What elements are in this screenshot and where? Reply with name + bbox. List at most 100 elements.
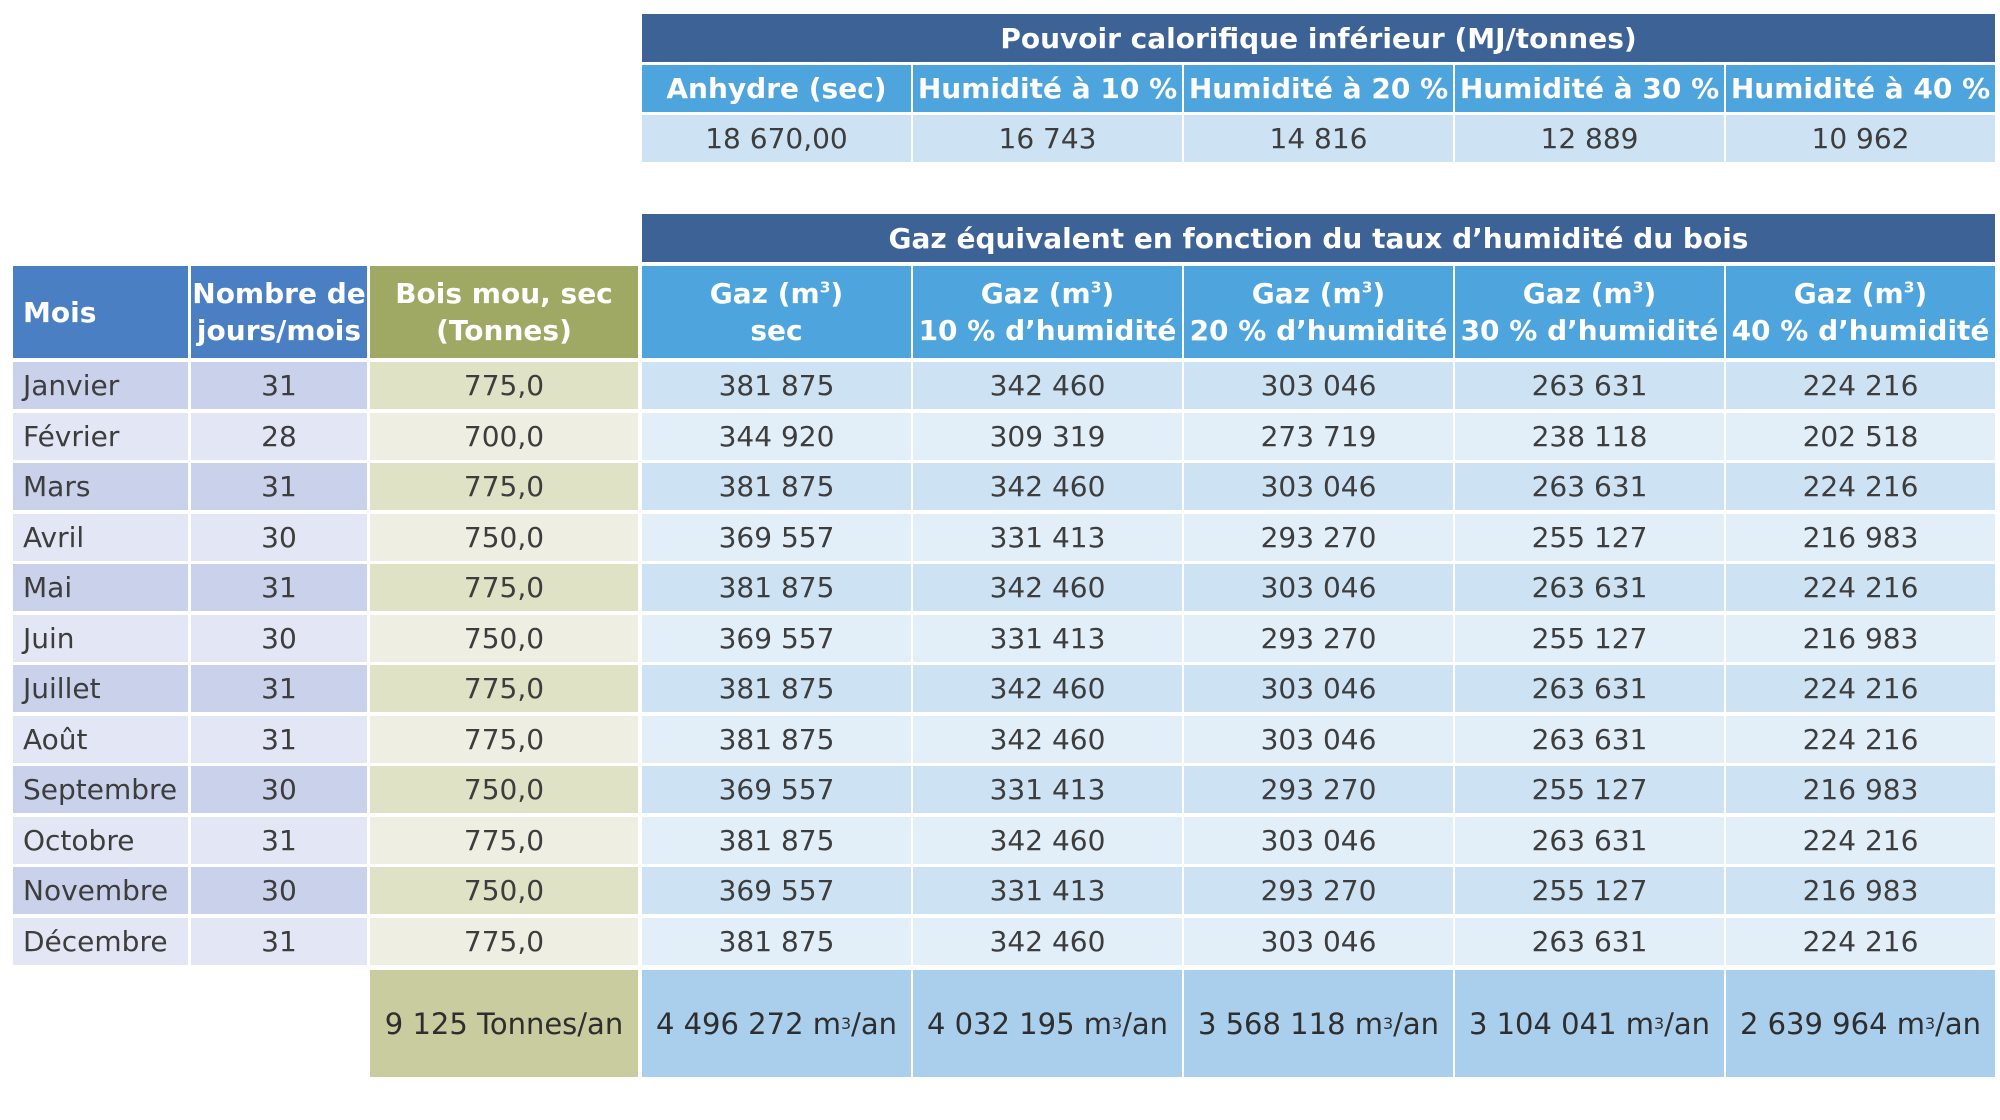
header-jours: Nombre de jours/mois [191, 266, 367, 358]
header-gaz-line2: 30 % d’humidité [1460, 314, 1719, 347]
pci-value: 16 743 [913, 115, 1182, 162]
gas-cell: 255 127 [1455, 615, 1724, 662]
gas-cell: 381 875 [642, 564, 911, 611]
month-cell: Juin [13, 615, 188, 662]
pci-column-header: Humidité à 30 % [1455, 65, 1724, 112]
gas-cell: 342 460 [913, 817, 1182, 864]
pci-value: 18 670,00 [642, 115, 911, 162]
month-cell: Septembre [13, 766, 188, 813]
total-gas-unit: /an [1393, 1006, 1440, 1041]
gas-cell: 216 983 [1726, 514, 1995, 561]
gas-cell: 263 631 [1455, 665, 1724, 712]
pci-column-header: Humidité à 40 % [1726, 65, 1995, 112]
gas-cell: 342 460 [913, 716, 1182, 763]
gas-cell: 303 046 [1184, 362, 1453, 409]
wood-cell: 700,0 [370, 413, 638, 460]
header-gaz: Gaz (m3) 30 % d’humidité [1455, 266, 1724, 358]
pci-column-header: Anhydre (sec) [642, 65, 911, 112]
header-gaz: Gaz (m3) sec [642, 266, 911, 358]
gas-cell: 263 631 [1455, 463, 1724, 510]
gas-cell: 224 216 [1726, 463, 1995, 510]
header-gaz-unit: Gaz (m [1522, 277, 1633, 310]
header-gaz-sup: 3 [1090, 278, 1102, 297]
gas-cell: 202 518 [1726, 413, 1995, 460]
days-cell: 31 [191, 362, 367, 409]
pci-value: 14 816 [1184, 115, 1453, 162]
days-cell: 31 [191, 817, 367, 864]
header-gaz-line2: 10 % d’humidité [918, 314, 1177, 347]
gas-cell: 381 875 [642, 918, 911, 965]
gas-cell: 293 270 [1184, 615, 1453, 662]
header-gaz-line1: Gaz (m3) [710, 275, 843, 312]
total-gas-value: 4 496 272 m [655, 1006, 841, 1041]
header-gaz-line1: Gaz (m3) [1732, 275, 1990, 312]
header-gaz-line1: Gaz (m3) [919, 275, 1177, 312]
gas-cell: 369 557 [642, 766, 911, 813]
header-mois: Mois [13, 266, 188, 358]
month-cell: Janvier [13, 362, 188, 409]
gas-cell: 303 046 [1184, 564, 1453, 611]
wood-cell: 775,0 [370, 564, 638, 611]
month-cell: Avril [13, 514, 188, 561]
gas-cell: 369 557 [642, 615, 911, 662]
header-gaz-sup: 3 [1903, 278, 1915, 297]
month-cell: Février [13, 413, 188, 460]
gas-cell: 238 118 [1455, 413, 1724, 460]
month-cell: Décembre [13, 918, 188, 965]
month-cell: Novembre [13, 867, 188, 914]
total-gas: 3 104 041 m 3/an [1455, 970, 1724, 1077]
header-gaz: Gaz (m3) 40 % d’humidité [1726, 266, 1995, 358]
gas-cell: 369 557 [642, 867, 911, 914]
header-gaz-sup: 3 [1632, 278, 1644, 297]
pci-column-header: Humidité à 10 % [913, 65, 1182, 112]
wood-cell: 750,0 [370, 867, 638, 914]
gas-cell: 303 046 [1184, 665, 1453, 712]
total-gas-unit: /an [1935, 1006, 1982, 1041]
gas-cell: 331 413 [913, 615, 1182, 662]
total-gas-value: 3 104 041 m [1468, 1006, 1654, 1041]
wood-cell: 775,0 [370, 716, 638, 763]
days-cell: 31 [191, 463, 367, 510]
days-cell: 31 [191, 716, 367, 763]
total-gas: 2 639 964 m 3/an [1726, 970, 1995, 1077]
header-gaz-paren: ) [1372, 277, 1386, 310]
gas-cell: 224 216 [1726, 665, 1995, 712]
gas-cell: 263 631 [1455, 716, 1724, 763]
gas-cell: 263 631 [1455, 918, 1724, 965]
gas-cell: 255 127 [1455, 514, 1724, 561]
month-cell: Mars [13, 463, 188, 510]
gas-cell: 303 046 [1184, 716, 1453, 763]
total-gas-value: 3 568 118 m [1197, 1006, 1383, 1041]
gas-cell: 224 216 [1726, 817, 1995, 864]
month-cell: Juillet [13, 665, 188, 712]
total-wood: 9 125 Tonnes/an [370, 970, 638, 1077]
days-cell: 30 [191, 867, 367, 914]
header-gaz-unit: Gaz (m [980, 277, 1091, 310]
gas-cell: 293 270 [1184, 766, 1453, 813]
total-gas-value: 2 639 964 m [1739, 1006, 1925, 1041]
gas-cell: 224 216 [1726, 716, 1995, 763]
gas-cell: 331 413 [913, 514, 1182, 561]
total-gas-unit: /an [1664, 1006, 1711, 1041]
gas-cell: 224 216 [1726, 918, 1995, 965]
days-cell: 28 [191, 413, 367, 460]
header-bois-line2: (Tonnes) [436, 314, 572, 347]
gas-cell: 255 127 [1455, 766, 1724, 813]
gas-cell: 255 127 [1455, 867, 1724, 914]
days-cell: 30 [191, 766, 367, 813]
header-gaz-line2: 40 % d’humidité [1731, 314, 1990, 347]
header-jours-line2: jours/mois [196, 314, 362, 347]
gas-cell: 216 983 [1726, 615, 1995, 662]
gas-table-group-title: Gaz équivalent en fonction du taux d’hum… [642, 214, 1995, 262]
gas-cell: 342 460 [913, 564, 1182, 611]
gas-cell: 216 983 [1726, 867, 1995, 914]
gas-cell: 224 216 [1726, 564, 1995, 611]
wood-cell: 775,0 [370, 665, 638, 712]
header-gaz-line1: Gaz (m3) [1190, 275, 1448, 312]
gas-cell: 331 413 [913, 766, 1182, 813]
wood-cell: 775,0 [370, 362, 638, 409]
header-gaz-paren: ) [1914, 277, 1928, 310]
gas-cell: 381 875 [642, 463, 911, 510]
total-gas-value: 4 032 195 m [926, 1006, 1112, 1041]
gas-cell: 331 413 [913, 867, 1182, 914]
